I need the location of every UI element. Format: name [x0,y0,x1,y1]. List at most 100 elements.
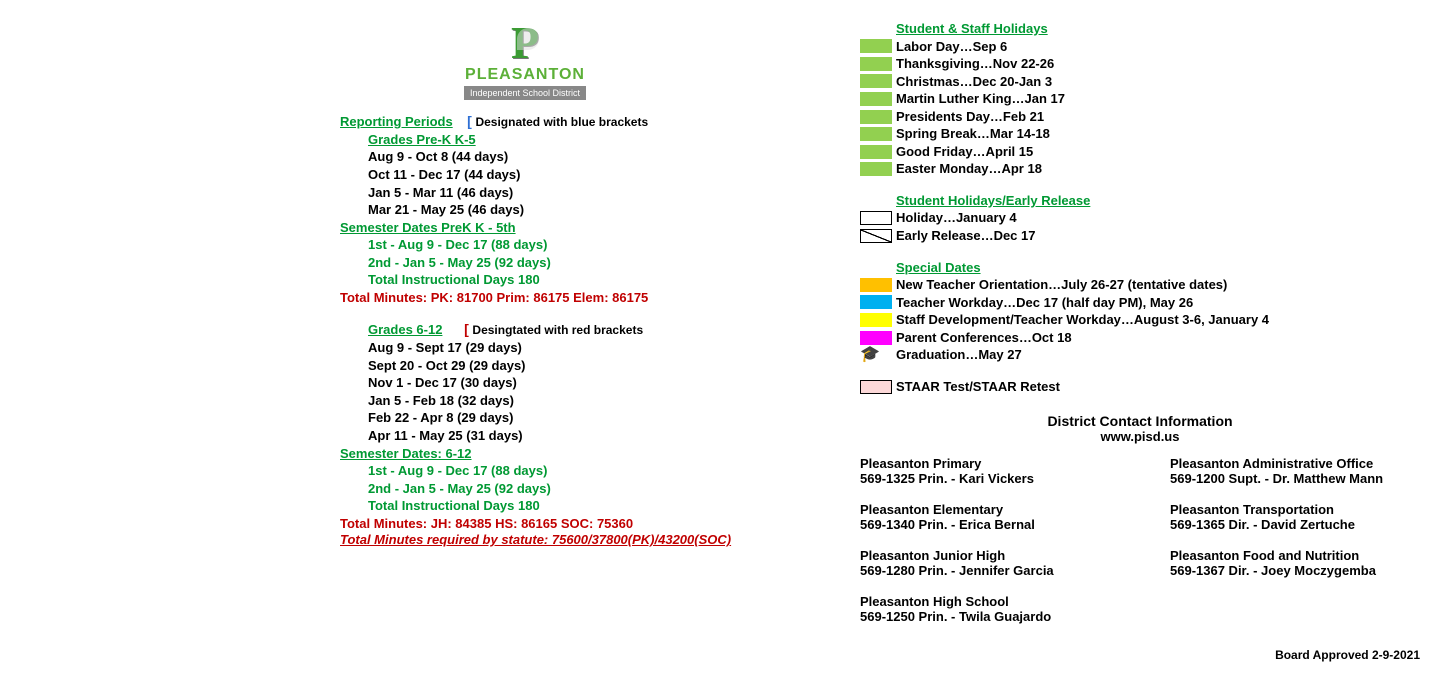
contact-name: Pleasanton Primary [860,456,1110,471]
holiday-text: Labor Day…Sep 6 [896,38,1007,56]
special-text: New Teacher Orientation…July 26-27 (tent… [896,276,1227,294]
logo-letter-icon: P [511,20,539,66]
staar-swatch [860,380,892,394]
period-line: Aug 9 - Oct 8 (44 days) [368,148,740,166]
early-heading: Student Holidays/Early Release [896,192,1420,210]
period-line: Feb 22 - Apr 8 (29 days) [368,409,740,427]
special-row: 🎓Graduation…May 27 [860,346,1420,364]
contact-info: 569-1325 Prin. - Kari Vickers [860,471,1110,486]
semester-line: Total Instructional Days 180 [368,271,740,289]
contact-info: 569-1280 Prin. - Jennifer Garcia [860,563,1110,578]
contact-block: Pleasanton Primary569-1325 Prin. - Kari … [860,456,1110,486]
period-line: Oct 11 - Dec 17 (44 days) [368,166,740,184]
contact-block: Pleasanton Elementary569-1340 Prin. - Er… [860,502,1110,532]
left-column: P PLEASANTON Independent School District… [340,20,740,662]
special-row: Parent Conferences…Oct 18 [860,329,1420,347]
holiday-row: Thanksgiving…Nov 22-26 [860,55,1420,73]
semester-line: 2nd - Jan 5 - May 25 (92 days) [368,254,740,272]
semester-line: 2nd - Jan 5 - May 25 (92 days) [368,480,740,498]
special-swatch [860,278,892,292]
early-swatch [860,229,892,243]
statute-line: Total Minutes required by statute: 75600… [340,532,740,547]
contact-name: Pleasanton Junior High [860,548,1110,563]
grades-k5-heading: Grades Pre-K K-5 [368,131,740,149]
period-line: Mar 21 - May 25 (46 days) [368,201,740,219]
special-row: New Teacher Orientation…July 26-27 (tent… [860,276,1420,294]
semester-line: 1st - Aug 9 - Dec 17 (88 days) [368,462,740,480]
contact-info: 569-1367 Dir. - Joey Moczygemba [1170,563,1420,578]
holiday-swatch [860,74,892,88]
special-heading: Special Dates [896,259,1420,277]
contact-name: Pleasanton Transportation [1170,502,1420,517]
holidays-heading: Student & Staff Holidays [896,20,1420,38]
special-text: Teacher Workday…Dec 17 (half day PM), Ma… [896,294,1193,312]
early-row: Early Release…Dec 17 [860,227,1420,245]
special-text: Parent Conferences…Oct 18 [896,329,1072,347]
holiday-row: Good Friday…April 15 [860,143,1420,161]
special-swatch [860,295,892,309]
period-line: Jan 5 - Mar 11 (46 days) [368,184,740,202]
holiday-text: Spring Break…Mar 14-18 [896,125,1050,143]
semester-line: Total Instructional Days 180 [368,497,740,515]
staar-row: STAAR Test/STAAR Retest [860,378,1420,396]
logo-subtitle: Independent School District [464,86,586,100]
contact-info: 569-1200 Supt. - Dr. Matthew Mann [1170,471,1420,486]
holiday-row: Christmas…Dec 20-Jan 3 [860,73,1420,91]
sem-k5-heading: Semester Dates PreK K - 5th [340,219,740,237]
period-line: Apr 11 - May 25 (31 days) [368,427,740,445]
page: P PLEASANTON Independent School District… [20,20,1425,662]
contact-name: Pleasanton Administrative Office [1170,456,1420,471]
early-swatch [860,211,892,225]
contact-heading: District Contact Information [860,413,1420,429]
contact-block: Pleasanton High School569-1250 Prin. - T… [860,594,1110,624]
holiday-text: Easter Monday…Apr 18 [896,160,1042,178]
special-swatch [860,313,892,327]
contact-block: Pleasanton Food and Nutrition569-1367 Di… [1170,548,1420,578]
period-line: Jan 5 - Feb 18 (32 days) [368,392,740,410]
holiday-swatch [860,162,892,176]
holiday-swatch [860,57,892,71]
contact-url: www.pisd.us [860,429,1420,444]
holiday-text: Good Friday…April 15 [896,143,1033,161]
contact-info: 569-1365 Dir. - David Zertuche [1170,517,1420,532]
staar-text: STAAR Test/STAAR Retest [896,378,1060,396]
holiday-text: Christmas…Dec 20-Jan 3 [896,73,1052,91]
holiday-swatch [860,110,892,124]
right-column: Student & Staff Holidays Labor Day…Sep 6… [860,20,1420,662]
total-min-k5: Total Minutes: PK: 81700 Prim: 86175 Ele… [340,289,740,307]
contact-block: Pleasanton Junior High569-1280 Prin. - J… [860,548,1110,578]
contact-name: Pleasanton Food and Nutrition [1170,548,1420,563]
special-text: Graduation…May 27 [896,346,1022,364]
holiday-swatch [860,127,892,141]
early-text: Holiday…January 4 [896,209,1017,227]
holiday-row: Labor Day…Sep 6 [860,38,1420,56]
contact-name: Pleasanton High School [860,594,1110,609]
contact-block: Pleasanton Administrative Office569-1200… [1170,456,1420,486]
contacts: Pleasanton Primary569-1325 Prin. - Kari … [860,456,1420,640]
graduation-icon: 🎓 [860,347,892,363]
grades-612-heading: Grades 6-12 [ Desingtated with red brack… [368,320,740,339]
holiday-row: Martin Luther King…Jan 17 [860,90,1420,108]
logo-name: PLEASANTON [400,66,650,84]
special-row: Teacher Workday…Dec 17 (half day PM), Ma… [860,294,1420,312]
reporting-periods-heading: Reporting Periods [ Designated with blue… [340,112,740,131]
semester-line: 1st - Aug 9 - Dec 17 (88 days) [368,236,740,254]
holiday-text: Thanksgiving…Nov 22-26 [896,55,1054,73]
special-swatch [860,331,892,345]
contact-info: 569-1250 Prin. - Twila Guajardo [860,609,1110,624]
holiday-swatch [860,39,892,53]
board-approved: Board Approved 2-9-2021 [860,648,1420,662]
period-line: Nov 1 - Dec 17 (30 days) [368,374,740,392]
district-logo: P PLEASANTON Independent School District [400,20,650,100]
special-row: Staff Development/Teacher Workday…August… [860,311,1420,329]
period-line: Sept 20 - Oct 29 (29 days) [368,357,740,375]
contact-name: Pleasanton Elementary [860,502,1110,517]
contact-info: 569-1340 Prin. - Erica Bernal [860,517,1110,532]
holiday-text: Martin Luther King…Jan 17 [896,90,1065,108]
holiday-row: Easter Monday…Apr 18 [860,160,1420,178]
holiday-row: Spring Break…Mar 14-18 [860,125,1420,143]
red-bracket-icon: [ [464,321,469,337]
holiday-swatch [860,92,892,106]
early-row: Holiday…January 4 [860,209,1420,227]
special-text: Staff Development/Teacher Workday…August… [896,311,1269,329]
